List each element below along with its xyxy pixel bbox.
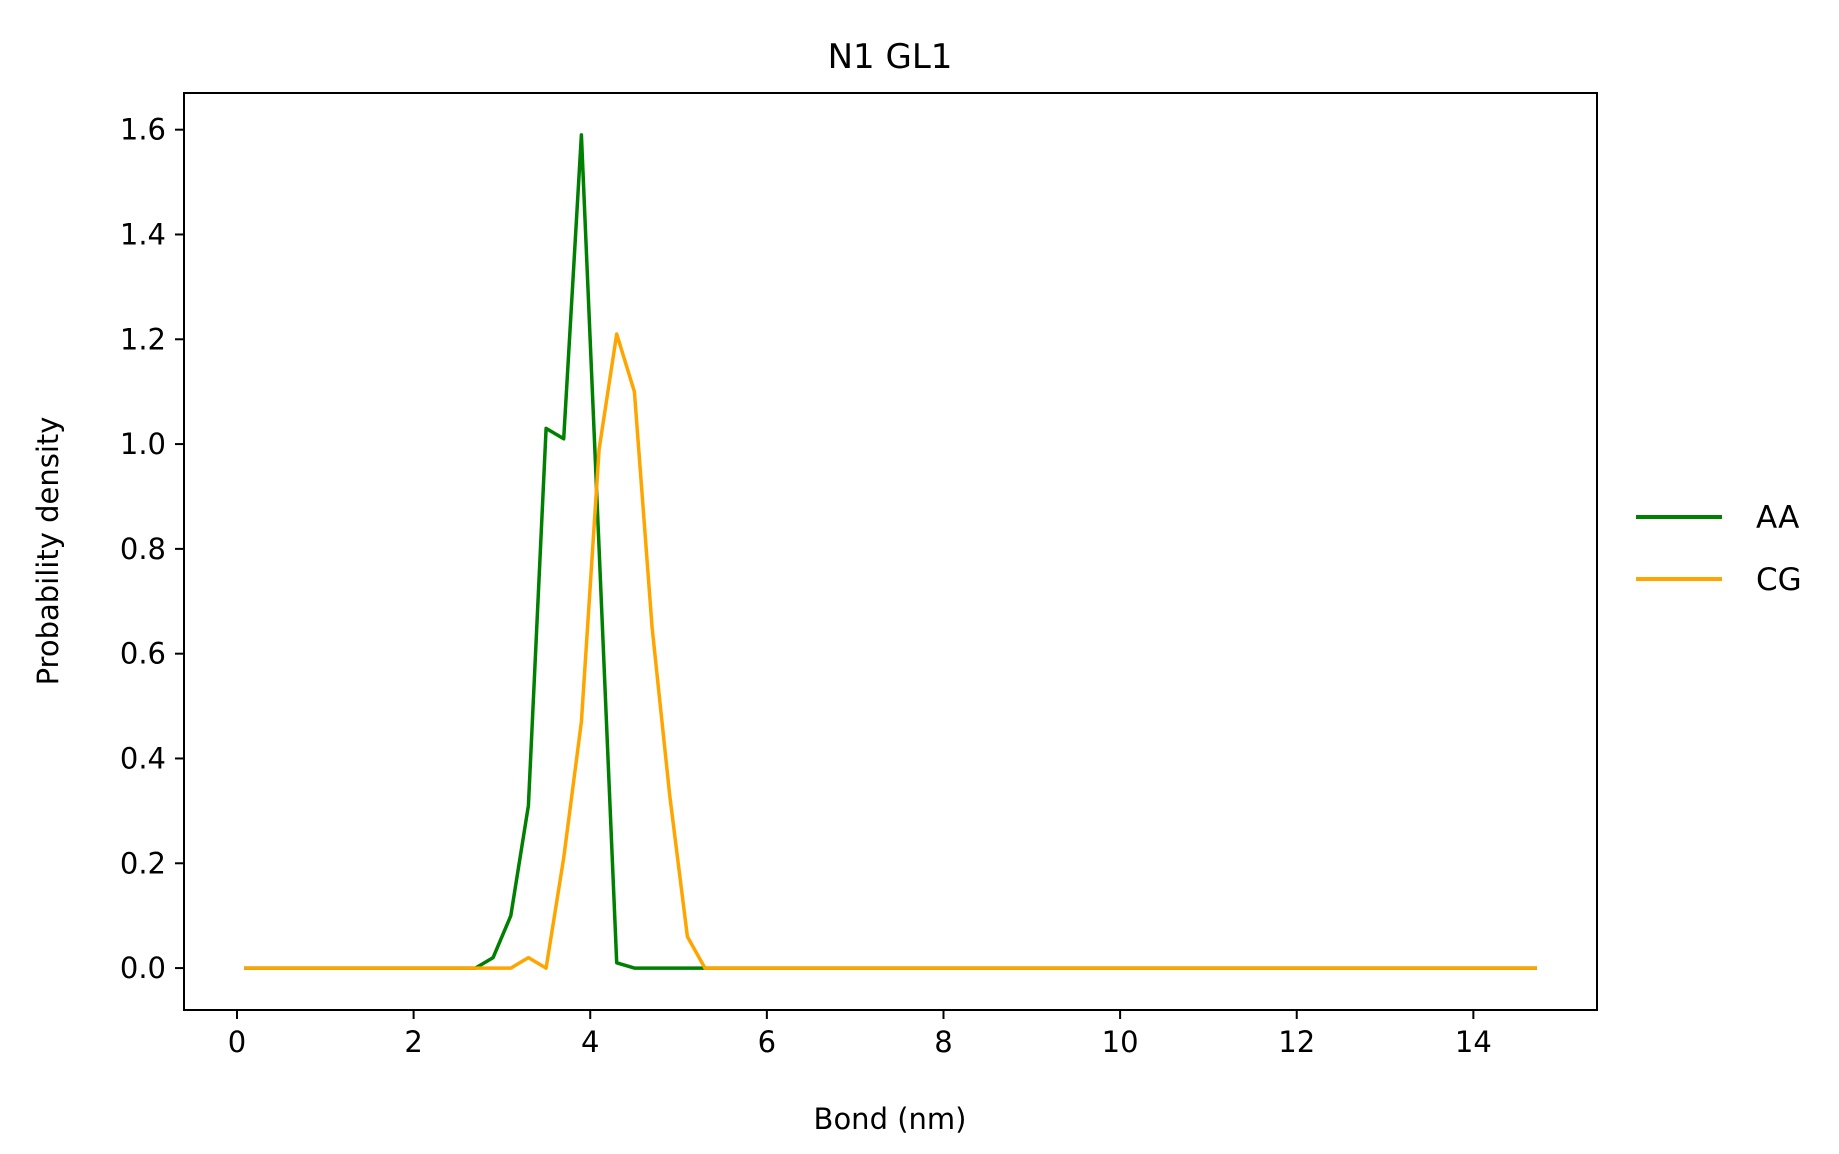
chart-title: N1 GL1 bbox=[828, 37, 953, 77]
y-tick-label: 1.4 bbox=[120, 217, 166, 251]
x-axis-label: Bond (nm) bbox=[814, 1102, 967, 1136]
x-tick-label: 2 bbox=[404, 1025, 422, 1059]
legend-label-aa: AA bbox=[1756, 500, 1799, 536]
y-tick-label: 0.0 bbox=[120, 951, 166, 985]
x-tick-label: 0 bbox=[228, 1025, 246, 1059]
x-tick-label: 8 bbox=[934, 1025, 952, 1059]
y-axis-label: Probability density bbox=[31, 417, 65, 686]
series-line-cg bbox=[244, 332, 1537, 970]
y-tick-label: 0.4 bbox=[120, 741, 166, 775]
y-tick-label: 1.2 bbox=[120, 322, 166, 356]
y-tick-label: 0.6 bbox=[120, 637, 166, 671]
y-tick-label: 1.6 bbox=[120, 113, 166, 147]
legend-label-cg: CG bbox=[1756, 562, 1802, 598]
series-line-aa bbox=[244, 133, 1537, 970]
x-tick-label: 10 bbox=[1102, 1025, 1139, 1059]
x-tick-label: 14 bbox=[1455, 1025, 1492, 1059]
x-tick-label: 12 bbox=[1278, 1025, 1315, 1059]
legend: AA CG bbox=[1636, 500, 1802, 598]
plot-area bbox=[183, 92, 1598, 1011]
x-tick-label: 4 bbox=[581, 1025, 599, 1059]
x-tick-label: 6 bbox=[758, 1025, 776, 1059]
y-tick-label: 0.2 bbox=[120, 846, 166, 880]
x-axis-ticks: 0 2 4 6 8 10 12 14 bbox=[228, 1010, 1492, 1059]
y-axis-ticks: 0.0 0.2 0.4 0.6 0.8 1.0 1.2 1.4 1.6 bbox=[120, 113, 184, 985]
y-tick-label: 0.8 bbox=[120, 532, 166, 566]
series-layer bbox=[244, 133, 1537, 970]
y-tick-label: 1.0 bbox=[120, 427, 166, 461]
